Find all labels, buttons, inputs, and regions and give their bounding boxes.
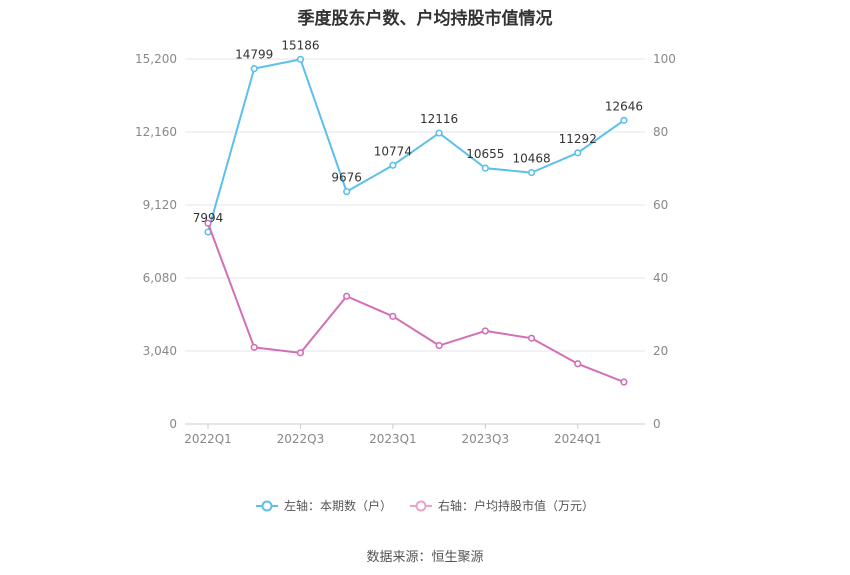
legend-item-right-series[interactable]: 右轴：户均持股市值（万元） [410, 497, 594, 514]
y-left-tick-label: 9,120 [143, 198, 177, 212]
y-left-tick-label: 15,200 [135, 52, 177, 66]
y-right-tick-label: 80 [653, 125, 668, 139]
legend-swatch-pink-icon [410, 500, 432, 511]
series-point-0 [574, 149, 582, 157]
y-left-tick-label: 6,080 [143, 271, 177, 285]
series-point-0 [620, 116, 628, 124]
data-label: 15186 [281, 38, 319, 52]
y-right-tick-label: 100 [653, 52, 676, 66]
data-label: 11292 [559, 132, 597, 146]
series-point-1 [574, 360, 582, 368]
data-source: 数据来源：恒生聚源 [366, 550, 484, 565]
data-label: 12116 [420, 112, 458, 126]
legend: 左轴：本期数（户） 右轴：户均持股市值（万元） [0, 497, 850, 514]
series-point-0 [481, 164, 489, 172]
series-line-0 [207, 58, 625, 233]
x-tick-label: 2022Q1 [184, 432, 232, 446]
x-tick-label: 2023Q1 [369, 432, 417, 446]
legend-item-left-series[interactable]: 左轴：本期数（户） [255, 497, 392, 514]
series-point-1 [343, 292, 351, 300]
series-point-1 [481, 327, 489, 335]
data-label: 12646 [605, 99, 643, 113]
series-line-1 [207, 222, 625, 383]
series-point-0 [389, 161, 397, 169]
y-right-tick-label: 40 [653, 271, 668, 285]
legend-swatch-blue-icon [255, 500, 278, 511]
series-point-1 [296, 349, 305, 357]
legend-label-right-series: 右轴：户均持股市值（万元） [438, 499, 595, 513]
data-label: 10468 [512, 152, 550, 166]
y-right-tick-label: 0 [653, 417, 661, 431]
legend-label-left-series: 左轴：本期数（户） [283, 499, 392, 513]
y-left-tick-label: 12,160 [135, 125, 177, 139]
series-point-0 [343, 188, 351, 196]
series-point-1 [620, 378, 628, 386]
data-label: 14799 [235, 48, 273, 62]
data-label: 10655 [466, 147, 504, 161]
data-label: 9676 [331, 171, 362, 185]
series-point-0 [435, 129, 443, 137]
series-point-1 [389, 312, 397, 320]
series-point-0 [296, 55, 305, 63]
x-tick-label: 2023Q3 [462, 432, 510, 446]
series-point-1 [204, 219, 212, 227]
series-point-0 [250, 65, 258, 73]
series-point-0 [527, 169, 536, 177]
series-point-1 [435, 341, 443, 350]
x-tick-label: 2024Q1 [554, 432, 602, 446]
y-left-tick-label: 3,040 [143, 344, 177, 358]
data-label: 10774 [374, 144, 412, 158]
y-left-tick-label: 0 [169, 417, 177, 431]
data-label: 7994 [193, 211, 224, 225]
x-tick-label: 2022Q3 [277, 432, 325, 446]
chart-title: 季度股东户数、户均持股市值情况 [297, 9, 553, 29]
series-point-1 [527, 334, 536, 342]
y-right-tick-label: 60 [653, 198, 668, 212]
y-right-tick-label: 20 [653, 344, 668, 358]
series-point-1 [250, 343, 258, 351]
